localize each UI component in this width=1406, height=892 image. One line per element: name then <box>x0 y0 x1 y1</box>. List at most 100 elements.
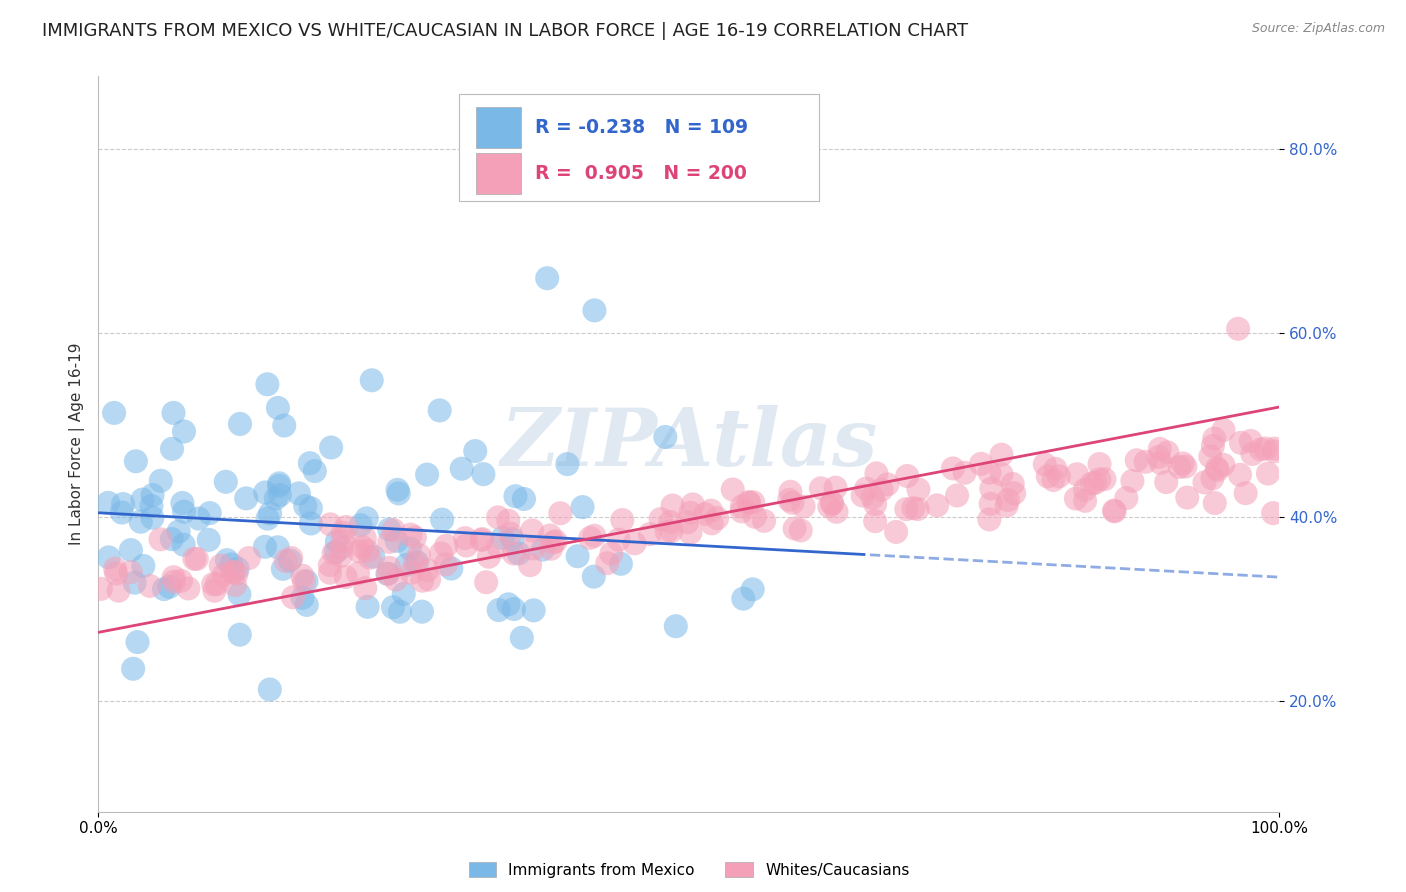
Point <box>925 499 948 513</box>
Point <box>821 496 844 510</box>
Point <box>543 535 565 549</box>
Point <box>129 515 152 529</box>
Point <box>361 549 384 564</box>
Point <box>896 502 918 516</box>
Point <box>1094 472 1116 486</box>
Point <box>440 561 463 575</box>
Point <box>120 543 142 558</box>
Point <box>501 532 523 546</box>
Point <box>1201 471 1223 485</box>
Point <box>299 501 322 516</box>
Point <box>304 464 326 478</box>
Point <box>352 540 374 554</box>
Point <box>131 492 153 507</box>
Point <box>1212 458 1234 472</box>
Point <box>139 579 162 593</box>
Text: Source: ZipAtlas.com: Source: ZipAtlas.com <box>1251 22 1385 36</box>
Point <box>238 551 260 566</box>
Point <box>1254 442 1277 456</box>
Point <box>778 492 800 507</box>
Point <box>267 479 290 493</box>
Point <box>990 467 1012 482</box>
Point <box>173 538 195 552</box>
Point <box>742 495 765 509</box>
Point <box>225 566 247 581</box>
Point <box>229 628 252 642</box>
Point <box>567 549 589 564</box>
Point <box>1250 442 1272 457</box>
Point <box>596 556 619 570</box>
Point <box>1171 457 1194 471</box>
Point <box>163 574 186 589</box>
Point <box>120 565 142 579</box>
Point <box>378 523 401 537</box>
Point <box>1002 486 1025 500</box>
Point <box>979 512 1001 526</box>
Point <box>389 605 412 619</box>
Point <box>377 566 399 581</box>
Point <box>127 635 149 649</box>
Point <box>197 533 219 547</box>
Point <box>557 457 579 471</box>
Point <box>404 530 426 544</box>
Point <box>721 483 744 497</box>
Point <box>1121 474 1143 488</box>
Point <box>679 506 702 520</box>
Point <box>1074 494 1097 508</box>
Text: R = -0.238   N = 109: R = -0.238 N = 109 <box>536 118 748 136</box>
Point <box>450 461 472 475</box>
Point <box>731 504 754 518</box>
Point <box>104 561 127 575</box>
Point <box>1174 459 1197 474</box>
Point <box>1033 458 1056 472</box>
Point <box>224 578 246 592</box>
Point <box>356 599 378 614</box>
Point <box>579 531 602 545</box>
Point <box>700 503 723 517</box>
Point <box>215 475 238 489</box>
Point <box>855 482 877 496</box>
Point <box>160 532 183 546</box>
Point <box>738 495 761 509</box>
Point <box>531 542 554 557</box>
Point <box>607 533 630 547</box>
Point <box>349 518 371 533</box>
Point <box>330 541 353 555</box>
Point <box>1204 496 1226 510</box>
Point <box>298 456 321 470</box>
Point <box>388 486 411 500</box>
Point <box>997 493 1019 508</box>
Point <box>256 511 278 525</box>
Point <box>783 521 806 535</box>
Point <box>416 467 439 482</box>
Point <box>430 546 453 560</box>
Point <box>103 406 125 420</box>
Point <box>401 566 423 580</box>
Point <box>612 513 634 527</box>
Point <box>851 489 873 503</box>
Point <box>266 541 288 555</box>
Point <box>399 527 422 541</box>
Point <box>416 563 439 577</box>
Point <box>395 558 418 572</box>
Point <box>1001 477 1024 491</box>
Point <box>475 575 498 590</box>
Point <box>519 558 541 573</box>
Point <box>550 506 572 520</box>
Point <box>655 524 678 539</box>
Point <box>356 511 378 525</box>
Point <box>160 442 183 456</box>
Point <box>254 485 277 500</box>
Point <box>471 532 494 546</box>
Point <box>278 553 301 567</box>
Point <box>122 662 145 676</box>
Point <box>510 631 533 645</box>
Point <box>907 502 929 516</box>
Point <box>464 444 486 458</box>
Point <box>538 528 561 542</box>
Point <box>132 558 155 573</box>
Point <box>159 580 181 594</box>
Point <box>470 533 492 548</box>
Point <box>212 568 235 582</box>
Point <box>505 489 527 503</box>
